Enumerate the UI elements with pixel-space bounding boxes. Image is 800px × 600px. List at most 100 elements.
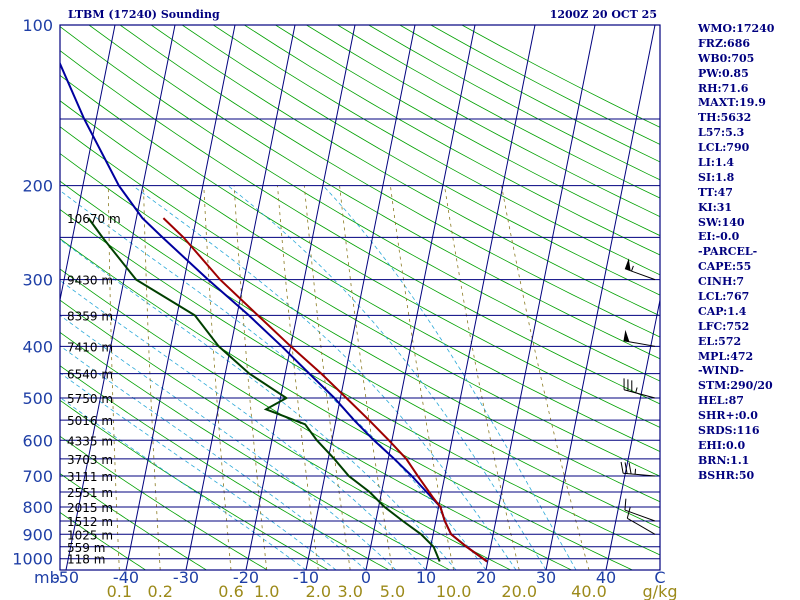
height-label: 4335 m [67,434,113,448]
isotherm [245,25,356,570]
temperature-tick-label: C [654,568,665,587]
sounding-profiles [60,61,488,563]
temperature-tick-label: 20 [476,568,496,587]
height-label: 559 m [67,541,105,555]
mixing-ratio-line [339,185,393,570]
isotherm [185,25,296,570]
dry-adiabat [60,74,660,428]
dry-adiabat [150,25,660,317]
dry-adiabat [60,268,572,570]
dry-adiabat [88,25,660,360]
pressure-tick-label: 400 [22,337,53,356]
dry-adiabat [181,25,660,296]
temperature-tick-label: -50 [53,568,79,587]
height-label: 8359 m [67,309,113,323]
mixing-ratio-line [277,185,319,570]
index-line: -PARCEL- [698,245,758,259]
plot-frame [59,24,661,571]
index-line: HEL:87 [698,394,744,408]
mixing-ratio-line [107,185,120,570]
isotherm [485,25,596,570]
isotherm [365,25,476,570]
temperature-tick-label: -30 [173,568,199,587]
barb-half-feather [631,265,634,272]
index-line: LI:1.4 [698,156,735,170]
dry-adiabat [213,25,660,276]
mixing-ratio-label: g/kg [643,582,678,600]
index-line: WB0:705 [698,51,755,65]
index-line: CAPE:55 [698,260,752,274]
dry-adiabat [60,435,268,570]
height-label: 2551 m [67,486,113,500]
dry-adiabat [60,180,660,529]
mixing-ratio-line [143,185,161,570]
isotherm [605,297,660,570]
barb-shaft [623,472,656,477]
moist-adiabat [322,185,577,570]
index-line: RH:71.6 [698,81,749,95]
moist-adiabat [60,345,367,570]
index-line: SW:140 [698,215,745,229]
index-line: EI:-0.0 [698,230,740,244]
barb-shaft [623,389,656,399]
pressure-tick-label: 300 [22,271,53,290]
chart-title-time: 1200Z 20 OCT 25 [549,8,657,21]
pressure-tick-label: 100 [22,16,53,35]
index-line: BSHR:50 [698,468,755,482]
wind-barb [623,329,656,347]
mixing-ratio-line [501,185,590,570]
temperature-tick-label: 0 [361,568,371,587]
barb-feather [626,507,631,519]
pressure-tick-label: 1000 [12,550,53,569]
index-line: MPL:472 [698,349,754,363]
barb-shaft [624,509,656,522]
dry-adiabat [119,25,660,338]
index-line: EL:572 [698,334,742,348]
barb-shaft [627,517,656,535]
barb-shaft [624,268,656,281]
dry-adiabat [60,26,660,382]
temperature-tick-label: 10 [416,568,436,587]
index-line: TT:47 [698,185,733,199]
index-line: TH:5632 [698,111,752,125]
mixing-ratio-label: 40.0 [571,582,607,600]
chart-title-station: LTBM (17240) Sounding [68,8,220,21]
index-line: SHR+:0.0 [698,409,758,423]
wind-barb [623,378,656,399]
height-label: 5016 m [67,414,113,428]
barb-half-feather [635,387,638,393]
index-line: LCL:767 [698,290,750,304]
moist-adiabat [60,314,397,570]
mixing-ratio-label: 0.6 [218,582,243,600]
index-line: BRN:1.1 [698,453,750,467]
moist-adiabat [60,372,337,570]
dewpoint-line [87,217,441,562]
barb-pennant [623,329,630,342]
wind-barb [624,258,656,281]
moist-adiabat [60,397,307,570]
height-label: 7410 m [67,340,113,354]
index-line: LFC:752 [698,319,750,333]
sounding-indices-panel: WMO:17240 FRZ:686 WB0:705 PW:0.85 RH:71.6 MAX… [698,22,798,484]
mixing-ratio-label: 2.0 [306,582,331,600]
pressure-tick-label: 700 [22,467,53,486]
height-label: 5750 m [67,392,113,406]
barb-feather [624,498,627,511]
pressure-tick-label: 600 [22,431,53,450]
index-line: SI:1.8 [698,170,735,184]
dry-adiabat [60,365,390,570]
moist-adiabat [132,185,517,570]
temperature-tick-label: 40 [596,568,616,587]
isotherm [0,25,55,570]
parcel-line [162,217,488,563]
index-line: L57:5.3 [698,126,745,140]
isotherm [125,25,236,570]
wind-barb [626,507,656,535]
index-line: WMO:17240 [698,22,775,35]
pressure-tick-label: 900 [22,525,53,544]
height-label: 6540 m [67,368,113,382]
moist-adiabat [227,185,547,570]
height-label: 2015 m [67,501,113,515]
